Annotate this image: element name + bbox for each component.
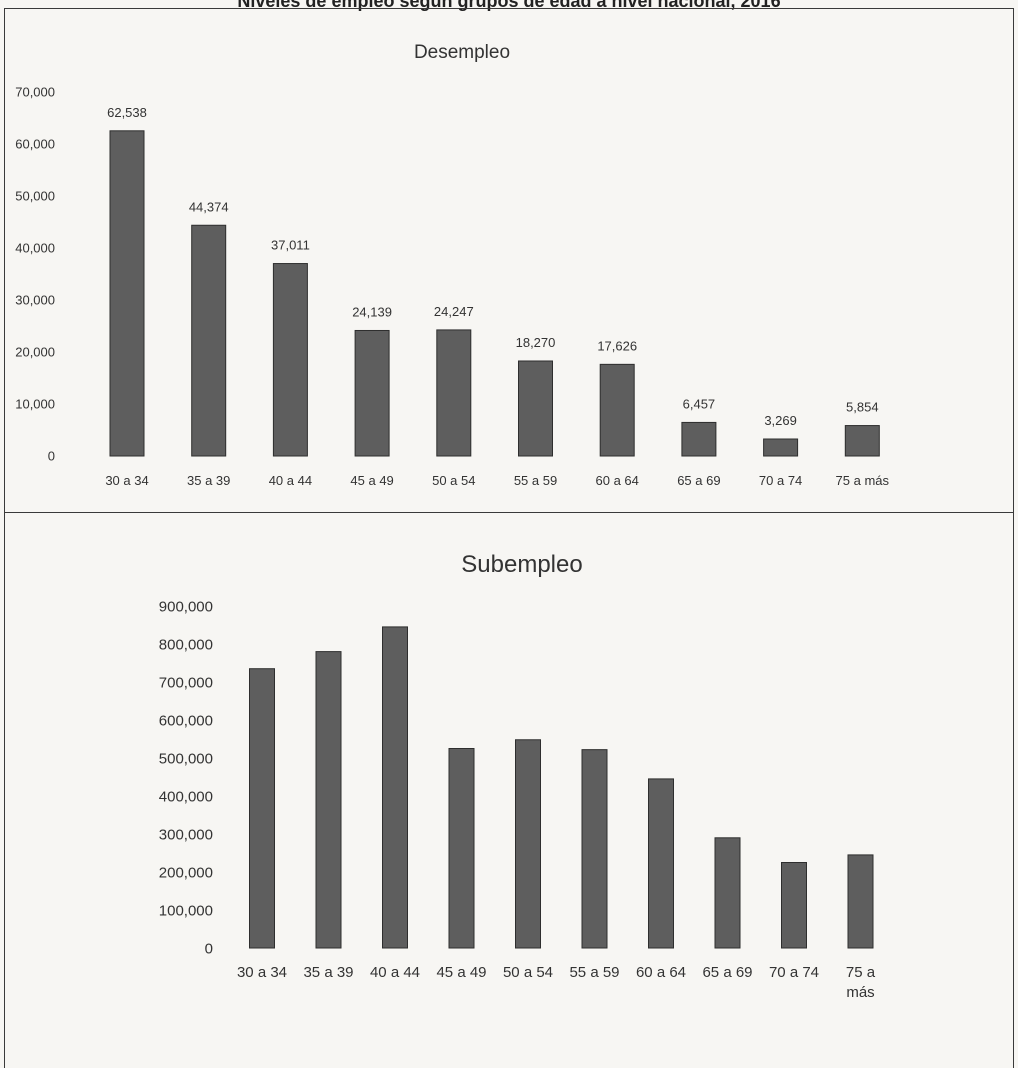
- x-tick-label: 70 a 74: [769, 964, 819, 981]
- bar: [109, 130, 145, 457]
- y-tick-label: 30,000: [15, 293, 55, 308]
- bar: [581, 749, 608, 949]
- bar: [781, 862, 807, 949]
- x-tick-label: 40 a 44: [269, 473, 312, 488]
- bar: [382, 626, 408, 949]
- data-label: 6,457: [683, 396, 716, 411]
- y-tick-label: 10,000: [15, 397, 55, 412]
- x-tick-label: 45 a 49: [436, 964, 486, 981]
- x-tick-label: 35 a 39: [187, 473, 230, 488]
- x-tick-label: 55 a 59: [514, 473, 557, 488]
- data-label: 17,626: [597, 338, 637, 353]
- bar: [599, 363, 635, 457]
- x-tick-label: 60 a 64: [636, 964, 686, 981]
- bar: [436, 329, 472, 457]
- bar: [681, 421, 717, 457]
- bar: [518, 360, 553, 457]
- x-tick-label: 40 a 44: [370, 964, 420, 981]
- y-tick-label: 500,000: [159, 750, 213, 767]
- x-tick-label: 45 a 49: [350, 473, 393, 488]
- bar: [515, 739, 541, 949]
- y-tick-label: 700,000: [159, 674, 213, 691]
- desempleo-chart: Desempleo 0 10,000 20,000 30,000 40,000 50,00…: [15, 42, 890, 488]
- x-tick-label: 65 a 69: [677, 473, 720, 488]
- chart-title: Desempleo: [414, 42, 510, 63]
- bar: [448, 748, 475, 949]
- data-label: 44,374: [189, 199, 229, 214]
- x-tick-label: 75 a más: [836, 473, 890, 488]
- y-tick-label: 400,000: [159, 788, 213, 805]
- page: Niveles de empleo según grupos de edad a…: [4, 0, 1014, 1068]
- data-label: 24,247: [434, 304, 474, 319]
- data-label: 3,269: [764, 413, 797, 428]
- figure-frame: [4, 8, 1014, 1068]
- y-tick-label: 50,000: [15, 189, 55, 204]
- bar: [648, 778, 674, 949]
- y-tick-label: 60,000: [15, 137, 55, 152]
- x-tick-label: 55 a 59: [569, 964, 619, 981]
- x-tick-label: 50 a 54: [503, 964, 553, 981]
- y-tick-label: 200,000: [159, 864, 213, 881]
- y-tick-label: 20,000: [15, 345, 55, 360]
- bar: [847, 854, 874, 949]
- x-tick-label: 30 a 34: [237, 964, 287, 981]
- data-label: 24,139: [352, 304, 392, 319]
- x-tick-label: 65 a 69: [702, 964, 752, 981]
- x-tick-label: 75 a más: [846, 964, 876, 1001]
- data-label: 18,270: [516, 335, 556, 350]
- chart-title: Subempleo: [461, 551, 582, 578]
- y-tick-label: 0: [205, 940, 213, 957]
- y-tick-label: 600,000: [159, 712, 213, 729]
- x-tick-label: 35 a 39: [303, 964, 353, 981]
- chart-divider: [4, 512, 1014, 513]
- bar: [249, 668, 275, 949]
- bar: [315, 651, 342, 949]
- bar: [191, 224, 227, 457]
- y-tick-label: 70,000: [15, 85, 55, 100]
- y-tick-label: 800,000: [159, 636, 213, 653]
- bar: [763, 438, 799, 457]
- bar: [354, 329, 390, 457]
- bar: [714, 837, 741, 949]
- x-tick-label: 70 a 74: [759, 473, 802, 488]
- x-tick-label: 60 a 64: [596, 473, 639, 488]
- y-tick-label: 300,000: [159, 826, 213, 843]
- bar: [272, 263, 308, 457]
- bar: [844, 425, 880, 457]
- data-label: 62,538: [107, 105, 147, 120]
- x-tick-label: 30 a 34: [105, 473, 148, 488]
- data-label: 5,854: [846, 400, 879, 415]
- y-tick-label: 100,000: [159, 902, 213, 919]
- data-label: 37,011: [271, 238, 310, 253]
- y-tick-label: 900,000: [159, 598, 213, 615]
- x-tick-label: 50 a 54: [432, 473, 475, 488]
- page-title: Niveles de empleo según grupos de edad a…: [237, 0, 781, 11]
- y-tick-label: 0: [48, 449, 55, 464]
- y-tick-label: 40,000: [15, 241, 55, 256]
- subempleo-chart: Subempleo 0 100,000 200,000 300,000 400,000 5…: [159, 551, 876, 1001]
